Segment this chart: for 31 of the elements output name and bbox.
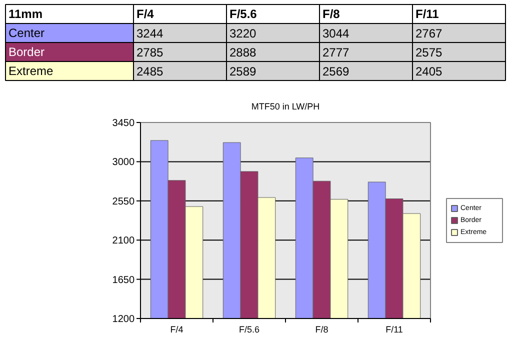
text: Extreme — [8, 64, 54, 78]
y-tick-label: 3450 — [112, 118, 135, 129]
y-tick-label: 1200 — [112, 314, 135, 325]
chart-title: MTF50 in LW/PH — [251, 102, 320, 112]
data-label: 3220 — [230, 26, 257, 40]
category-label: F/4 — [136, 7, 154, 21]
data-label: 2785 — [136, 46, 164, 60]
x-tick-label: F/11 — [386, 324, 403, 334]
x-tick-label: F/5.6 — [238, 324, 260, 334]
y-tick-label: 2100 — [112, 236, 135, 247]
y-tick-label: 2550 — [112, 196, 135, 208]
data-label: 2888 — [230, 46, 257, 60]
category-label: F/5.6 — [230, 7, 257, 21]
data-label: 2405 — [416, 64, 443, 78]
x-tick-label: F/8 — [315, 324, 328, 334]
category-label: F/8 — [322, 7, 340, 21]
category-label: F/11 — [416, 7, 439, 21]
text: 11mm — [8, 7, 43, 21]
text: Center — [8, 26, 45, 40]
y-tick-label: 3000 — [112, 157, 135, 168]
data-label: 2777 — [322, 46, 350, 60]
data-label: 2575 — [416, 46, 443, 60]
data-label: 2485 — [136, 64, 164, 78]
data-label: 2767 — [416, 26, 443, 40]
data-label: 2569 — [322, 64, 350, 78]
data-label: 3044 — [322, 26, 350, 40]
y-tick-label: 1650 — [112, 274, 135, 286]
text: Border — [8, 45, 45, 59]
data-label: 2589 — [230, 64, 257, 78]
data-label: 3244 — [136, 26, 164, 40]
x-tick-label: F/4 — [170, 324, 184, 334]
